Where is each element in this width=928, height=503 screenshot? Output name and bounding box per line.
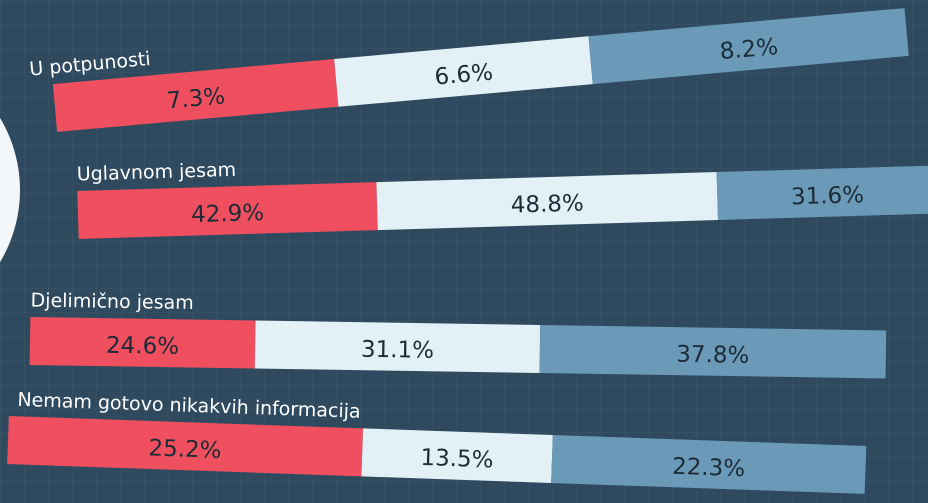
value-label: 37.8% [676, 342, 749, 369]
value-label: 22.3% [672, 454, 746, 483]
category-label: Uglavnom jesam [76, 159, 236, 186]
value-label: 31.1% [361, 337, 434, 364]
bar-segment [334, 36, 593, 107]
bar-segment [539, 325, 887, 379]
bar-segment [361, 428, 553, 483]
bar-segment [52, 58, 339, 132]
value-label: 24.6% [106, 333, 179, 360]
bar-segment [588, 8, 909, 85]
value-label: 48.8% [510, 190, 584, 218]
value-label: 6.6% [434, 59, 495, 90]
bar-segment [254, 320, 541, 374]
value-label: 42.9% [191, 200, 265, 228]
bar-segment [29, 317, 256, 369]
bar-segment [376, 172, 719, 231]
category-label: Djelimično jesam [30, 290, 193, 315]
value-label: 8.2% [719, 34, 780, 65]
bar-segment [77, 182, 378, 239]
bar-segment [551, 435, 867, 494]
bar-segment [7, 416, 364, 477]
value-label: 13.5% [420, 445, 494, 474]
value-label: 25.2% [148, 435, 222, 464]
value-label: 7.3% [166, 83, 227, 114]
bar-row: Djelimično jesam 24.6% 31.1% 37.8% [29, 290, 887, 379]
bar-row: Uglavnom jesam 42.9% 48.8% 31.6% [76, 159, 928, 239]
value-label: 31.6% [791, 182, 865, 210]
decor-circle [0, 117, 20, 263]
bar-segment [716, 165, 928, 221]
